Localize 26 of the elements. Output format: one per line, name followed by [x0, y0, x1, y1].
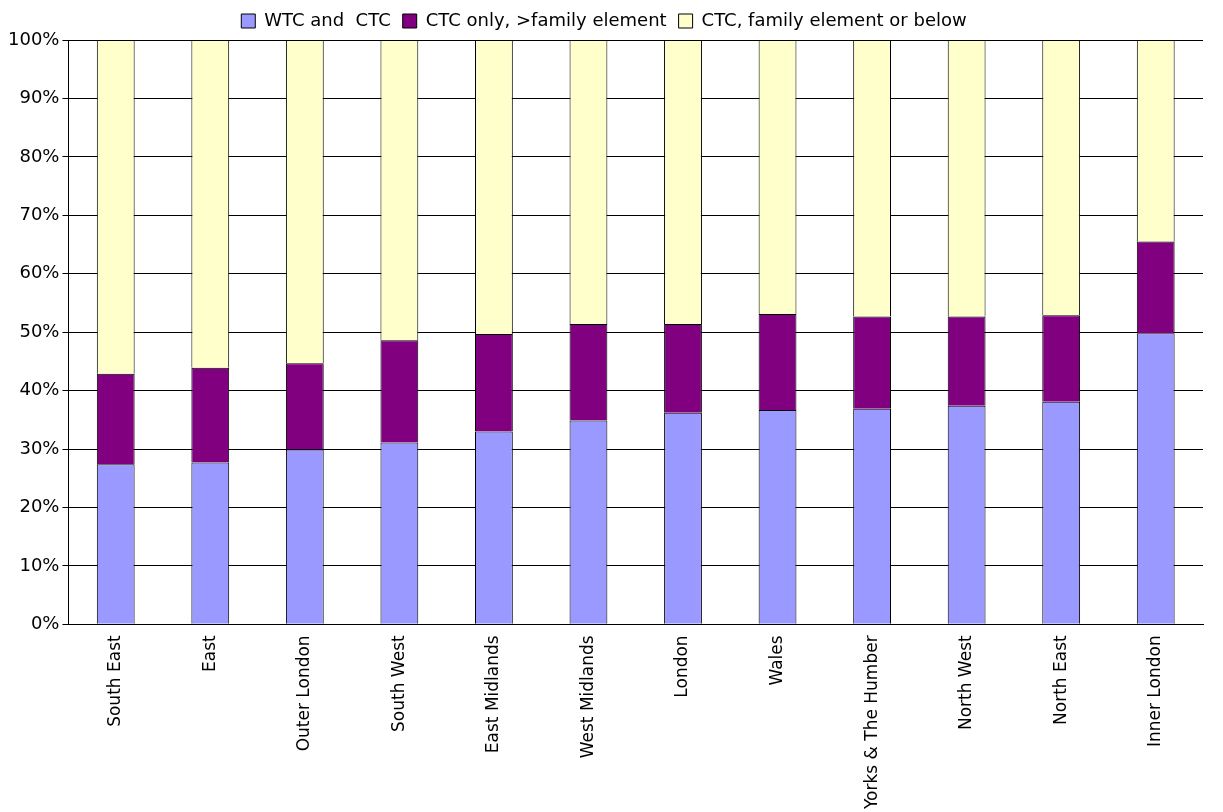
y-tick-label: 70% — [19, 202, 60, 224]
x-tick-label: East Midlands — [482, 635, 503, 754]
y-tick-label: 50% — [19, 319, 60, 341]
x-tick-label: Outer London — [293, 635, 314, 752]
x-tick-label: North West — [955, 635, 976, 731]
x-tick-label: Yorks & The Humber — [860, 635, 881, 811]
x-tick-label: West Midlands — [576, 635, 597, 759]
y-tick-label: 60% — [19, 261, 60, 283]
y-tick-label: 90% — [19, 86, 60, 108]
y-tick-label: 100% — [7, 27, 60, 49]
x-tick-label: North East — [1049, 635, 1070, 725]
x-tick-label: South West — [387, 635, 408, 732]
y-tick-label: 30% — [19, 436, 60, 458]
x-tick-label: East — [198, 635, 219, 673]
legend-label: WTC and CTC — [264, 8, 391, 30]
y-tick-label: 20% — [19, 495, 60, 517]
y-tick-label: 10% — [19, 553, 60, 575]
y-tick-label: 80% — [19, 144, 60, 166]
legend-label: CTC only, >family element — [425, 8, 667, 30]
x-tick-label: South East — [104, 635, 125, 727]
x-tick-label: London — [671, 635, 692, 698]
x-tick-label: Inner London — [1144, 635, 1165, 748]
x-tick-label: Wales — [765, 635, 786, 686]
legend-label: CTC, family element or below — [701, 8, 967, 30]
y-tick-label: 40% — [19, 378, 60, 400]
y-tick-label: 0% — [30, 612, 60, 634]
